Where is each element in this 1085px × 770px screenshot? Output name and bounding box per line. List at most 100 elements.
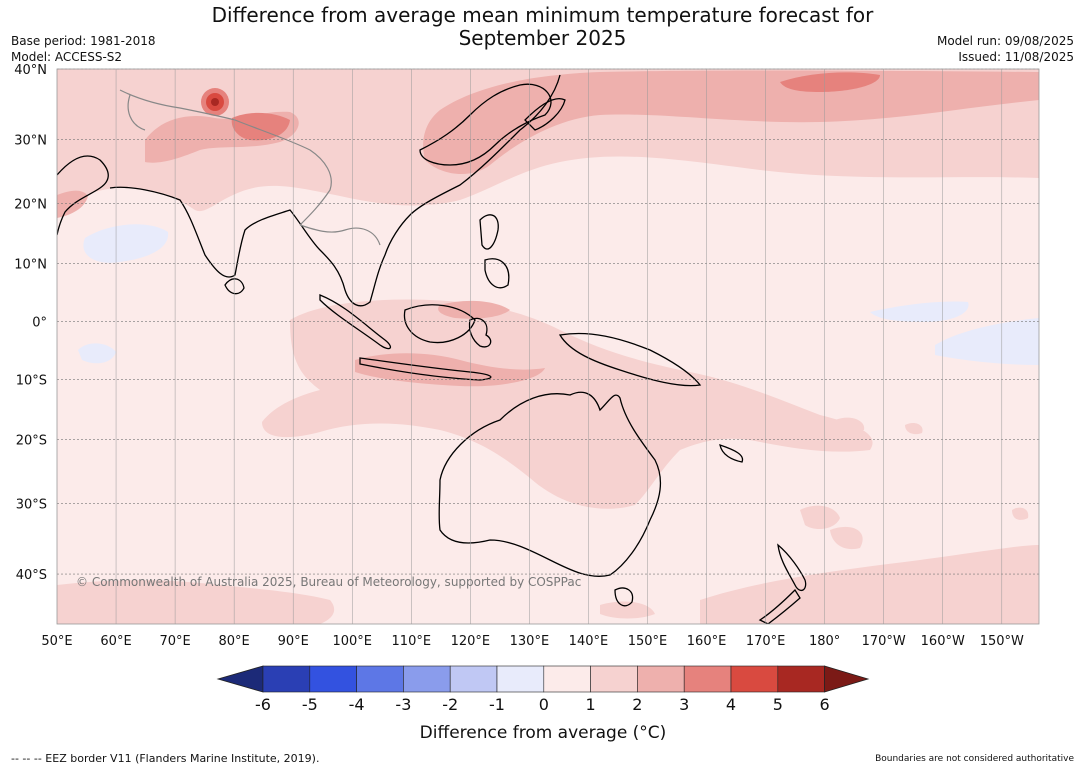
coastline-java xyxy=(359,357,492,381)
colorbar-tick-label: -5 xyxy=(302,695,318,714)
longitude-label: 90°E xyxy=(278,634,309,649)
model-name: Model: ACCESS-S2 xyxy=(11,50,123,64)
coastline-new-caledonia xyxy=(719,444,744,463)
coastline-sumatra xyxy=(319,294,392,350)
longitude-label: 120°E xyxy=(451,634,491,649)
copyright-text: © Commonwealth of Australia 2025, Bureau… xyxy=(76,575,581,589)
colorbar-swatch xyxy=(683,665,732,693)
map-title: Difference from average mean minimum tem… xyxy=(0,4,1085,50)
longitude-label: 80°E xyxy=(219,634,250,649)
model-run-date: Model run: 09/08/2025 xyxy=(936,34,1074,48)
longitude-label: 100°E xyxy=(332,634,372,649)
anomaly-patch-tasman-2 xyxy=(830,526,863,550)
longitude-label: 160°W xyxy=(921,634,965,649)
colorbar-swatch xyxy=(543,665,591,693)
colorbar-tick-label: 3 xyxy=(679,695,689,714)
colorbar-swatch xyxy=(590,665,638,693)
latitude-label: 0° xyxy=(32,316,47,331)
latitude-label: 30°N xyxy=(14,134,47,149)
colorbar-swatch xyxy=(262,665,311,693)
colorbar-swatch xyxy=(403,665,451,693)
issued-date: Issued: 11/08/2025 xyxy=(958,50,1074,64)
colorbar-tick-label: -6 xyxy=(255,695,271,714)
boundaries-disclaimer: Boundaries are not considered authoritat… xyxy=(875,754,1074,764)
cool-patch-indian-ocean xyxy=(78,343,116,364)
colorbar-swatch xyxy=(777,665,825,693)
colorbar-swatch xyxy=(449,665,498,693)
latitude-label: 30°S xyxy=(16,497,47,512)
border-south-asia xyxy=(119,89,332,226)
anomaly-patch-tasmania xyxy=(600,601,655,619)
colorbar-swatch xyxy=(356,665,404,693)
coastline-tasmania xyxy=(614,587,634,607)
colorbar-tick-label: -2 xyxy=(442,695,458,714)
cool-patch-equatorial-pacific-1 xyxy=(870,301,969,322)
colorbar-swatch xyxy=(637,665,685,693)
colorbar-extend-high xyxy=(824,665,870,693)
colorbar-tick-label: -1 xyxy=(489,695,505,714)
anomaly-region-maritime xyxy=(262,299,873,509)
latitude-label: 40°S xyxy=(16,568,47,583)
coastline-australia xyxy=(438,391,662,577)
border-afghanistan xyxy=(127,94,146,131)
latitude-label: 40°N xyxy=(14,63,47,78)
title-line-2: September 2025 xyxy=(458,26,627,50)
colorbar-swatch xyxy=(730,665,779,693)
anomaly-region-northpacific xyxy=(423,70,1039,175)
anomaly-region-southern-pacific xyxy=(700,545,1039,624)
colorbar: -6 -5 -4 -3 -2 -1 0 1 2 3 4 5 6 xyxy=(216,665,870,714)
coastline-sri-lanka xyxy=(224,278,245,295)
colorbar-title: Difference from average (°C) xyxy=(420,723,667,743)
anomaly-region-southern-indian xyxy=(57,580,335,624)
coastline-new-zealand-north xyxy=(777,543,807,592)
longitude-label: 180° xyxy=(809,634,840,649)
colorbar-tick-label: -3 xyxy=(395,695,411,714)
anomaly-region-himalaya xyxy=(231,112,290,141)
coastline-new-zealand-south xyxy=(758,588,801,624)
colorbar-tick-label: 5 xyxy=(773,695,783,714)
anomaly-hotspot-core xyxy=(211,98,219,106)
cool-patch-equatorial-pacific-2 xyxy=(935,318,1039,365)
anomaly-hotspot-pacific xyxy=(780,72,880,92)
base-period: Base period: 1981-2018 xyxy=(11,34,156,48)
latitude-labels: 40°N 30°N 20°N 10°N 0° 10°S 20°S 30°S 40°S xyxy=(14,63,47,583)
coastline-new-guinea xyxy=(558,332,702,387)
coastline-asia-south xyxy=(109,74,561,307)
colorbar-tick-label: 2 xyxy=(632,695,642,714)
run-info: Model run: 09/08/2025 Issued: 11/08/2025 xyxy=(937,33,1074,65)
cool-patch-arabian-sea xyxy=(83,224,169,263)
title-line-1: Difference from average mean minimum tem… xyxy=(211,3,874,27)
graticule xyxy=(57,68,1039,624)
latitude-label: 20°N xyxy=(14,198,47,213)
coastline-sulawesi xyxy=(468,317,492,348)
coastline-japan xyxy=(524,98,566,131)
colorbar-tick-label: 6 xyxy=(820,695,830,714)
latitude-label: 20°S xyxy=(16,433,47,448)
latitude-label: 10°S xyxy=(16,374,47,389)
border-indochina xyxy=(299,224,381,246)
longitude-label: 150°W xyxy=(980,634,1024,649)
coastline-philippines-south xyxy=(484,258,510,289)
longitude-label: 170°E xyxy=(746,634,786,649)
country-borders xyxy=(119,89,381,246)
map-frame xyxy=(56,68,1040,625)
longitude-label: 160°E xyxy=(687,634,727,649)
colorbar-tick-label: -4 xyxy=(349,695,365,714)
coastlines xyxy=(57,74,807,624)
longitude-label: 140°E xyxy=(569,634,609,649)
coastline-arabia xyxy=(57,155,109,236)
longitude-label: 130°E xyxy=(510,634,550,649)
coastline-philippines-north xyxy=(479,214,499,250)
colorbar-swatch xyxy=(496,665,545,693)
colorbar-tick-label: 4 xyxy=(726,695,736,714)
anomaly-patch-tasman-1 xyxy=(800,505,840,530)
latitude-label: 10°N xyxy=(14,257,47,272)
longitude-label: 110°E xyxy=(392,634,432,649)
colorbar-swatch xyxy=(309,665,357,693)
anomaly-region-borneo xyxy=(438,300,510,319)
coastline-east-china xyxy=(419,83,552,166)
anomaly-patch-vanuatu xyxy=(835,417,865,432)
colorbar-tick-label: 0 xyxy=(539,695,549,714)
longitude-labels: 50°E 60°E 70°E 80°E 90°E 100°E 110°E 120°E 130°E… xyxy=(41,634,1024,649)
